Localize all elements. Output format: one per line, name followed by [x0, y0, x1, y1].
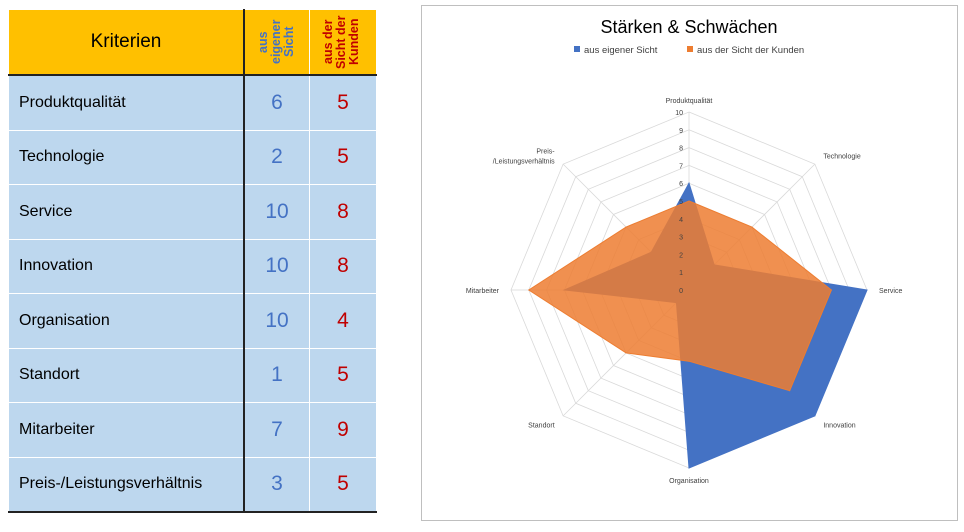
customer-view-score: 5 — [309, 74, 377, 131]
legend-swatch — [574, 46, 580, 52]
criterion-name: Preis-/Leistungsverhältnis — [8, 456, 245, 513]
data-point — [814, 415, 816, 417]
data-point — [688, 182, 690, 184]
tick-label: 9 — [679, 128, 683, 135]
legend-label: aus der Sicht der Kunden — [697, 45, 804, 56]
criterion-name: Technologie — [8, 129, 245, 185]
own-view-score: 7 — [243, 402, 310, 458]
criterion-name: Mitarbeiter — [8, 402, 245, 458]
data-point — [751, 226, 753, 228]
category-label: Standort — [528, 422, 555, 429]
data-point — [625, 352, 627, 354]
customer-view-score: 5 — [309, 456, 377, 513]
customer-view-score: 8 — [309, 238, 377, 294]
criterion-name: Innovation — [8, 238, 245, 294]
customer-view-score: 8 — [309, 184, 377, 240]
series-area — [527, 200, 833, 392]
category-label: Technologie — [823, 154, 860, 161]
data-point — [688, 360, 690, 362]
criterion-name: Service — [8, 184, 245, 240]
category-label: Produktqualität — [666, 98, 713, 105]
tick-label: 5 — [679, 199, 683, 206]
data-point — [625, 226, 627, 228]
legend-swatch — [687, 46, 693, 52]
tick-label: 10 — [675, 110, 683, 117]
table-row: Mitarbeiter 7 9 — [8, 402, 377, 458]
category-label: Preis-/Leistungsverhältnis — [493, 149, 556, 166]
customer-view-score: 5 — [309, 129, 377, 185]
own-view-score: 10 — [243, 184, 310, 240]
criterion-name: Organisation — [8, 293, 245, 349]
tick-label: 7 — [679, 163, 683, 170]
data-point — [866, 289, 868, 291]
tick-label: 1 — [679, 270, 683, 277]
own-view-score: 6 — [243, 74, 310, 131]
tick-label: 3 — [679, 235, 683, 242]
data-point — [528, 289, 530, 291]
tick-label: 2 — [679, 252, 683, 259]
tick-label: 8 — [679, 146, 683, 153]
tick-label: 4 — [679, 217, 683, 224]
header-own-view: aus eigener Sicht — [243, 9, 310, 76]
table-row: Standort 1 5 — [8, 347, 377, 403]
header-customer-view-label: aus der Sicht der Kunden — [321, 15, 361, 69]
own-view-score: 1 — [243, 347, 310, 403]
customer-view-score: 4 — [309, 293, 377, 349]
table-row: Innovation 10 8 — [8, 238, 377, 294]
header-kriterien: Kriterien — [8, 9, 245, 76]
header-own-view-label: aus eigener Sicht — [256, 19, 296, 65]
radar-chart-panel: Stärken & Schwächen aus eigener Sicht aus … — [421, 5, 958, 521]
own-view-score: 10 — [243, 238, 310, 294]
category-label: Organisation — [669, 478, 709, 485]
customer-view-score: 5 — [309, 347, 377, 403]
own-view-score: 10 — [243, 293, 310, 349]
criterion-name: Standort — [8, 347, 245, 403]
table-row: Technologie 2 5 — [8, 129, 377, 185]
table-row: Organisation 10 4 — [8, 293, 377, 349]
category-label: Mitarbeiter — [466, 288, 500, 295]
header-customer-view: aus der Sicht der Kunden — [309, 9, 377, 76]
data-point — [789, 390, 791, 392]
tick-label: 6 — [679, 181, 683, 188]
table-row: Produktqualität 6 5 — [8, 74, 377, 131]
table-row: Preis-/Leistungsverhältnis 3 5 — [8, 456, 377, 513]
tick-label: 0 — [679, 288, 683, 295]
category-label: Innovation — [823, 422, 855, 429]
legend-label: aus eigener Sicht — [584, 45, 658, 56]
category-label: Service — [879, 288, 902, 295]
criterion-name: Produktqualität — [8, 74, 245, 131]
own-view-score: 2 — [243, 129, 310, 185]
table-row: Service 10 8 — [8, 184, 377, 240]
data-point — [688, 467, 690, 469]
criteria-table: Kriterien aus eigener Sicht aus der Sich… — [8, 9, 377, 513]
data-point — [830, 289, 832, 291]
own-view-score: 3 — [243, 456, 310, 513]
chart-title: Stärken & Schwächen — [600, 17, 777, 37]
data-point — [688, 200, 690, 202]
radar-chart: Stärken & Schwächen aus eigener Sicht aus … — [466, 17, 903, 485]
customer-view-score: 9 — [309, 402, 377, 458]
